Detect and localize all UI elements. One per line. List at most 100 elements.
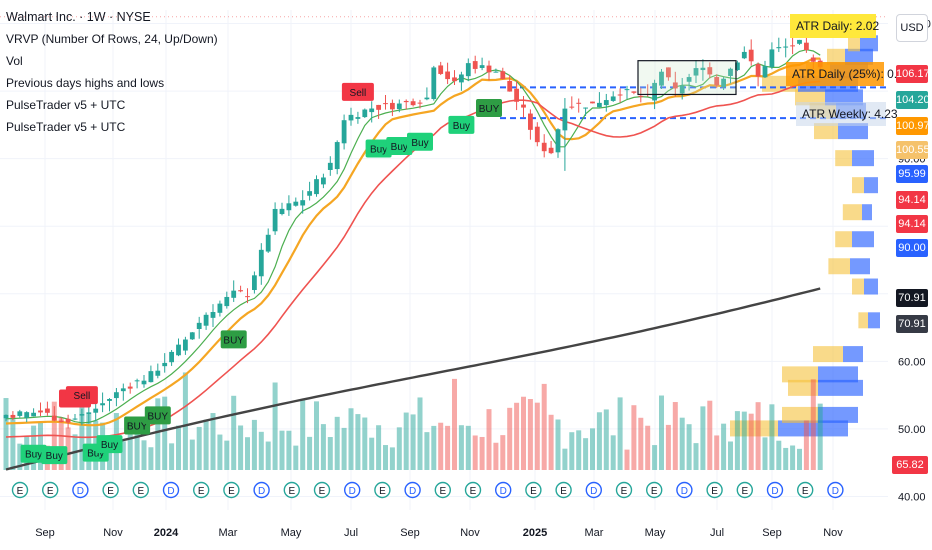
x-tick-label: Mar bbox=[585, 527, 604, 539]
profile-bar-down bbox=[827, 48, 845, 65]
candle-body bbox=[445, 71, 450, 80]
volume-bar bbox=[293, 445, 299, 470]
profile-bar-up bbox=[852, 150, 874, 167]
volume-bar bbox=[279, 430, 285, 470]
volume-bar bbox=[596, 412, 602, 470]
profile-bar-up bbox=[860, 35, 878, 52]
candle-body bbox=[45, 408, 50, 413]
price-tag: 95.99 bbox=[896, 165, 928, 183]
volume-bar bbox=[514, 402, 520, 470]
volume-bar bbox=[679, 417, 685, 470]
profile-bar-down bbox=[835, 231, 852, 248]
consolidation-box bbox=[637, 60, 737, 96]
sma-200-line bbox=[5, 287, 821, 471]
candle-body bbox=[514, 88, 519, 102]
candle-body bbox=[686, 77, 692, 82]
volume-bar bbox=[693, 443, 699, 470]
profile-bar-up bbox=[818, 406, 858, 423]
event-marker-label: E bbox=[741, 486, 748, 497]
candle-body bbox=[741, 51, 747, 59]
candle-body bbox=[307, 191, 312, 196]
volume-bar bbox=[458, 425, 464, 470]
candle-body bbox=[327, 162, 333, 170]
volume-bar bbox=[507, 407, 513, 470]
x-tick-label: Sep bbox=[35, 527, 55, 539]
volume-bar bbox=[238, 425, 244, 470]
legend-pulsetrader-1[interactable]: PulseTrader v5 + UTC bbox=[6, 98, 126, 112]
volume-bar bbox=[362, 417, 368, 470]
volume-bar bbox=[562, 448, 568, 470]
candle-body bbox=[127, 386, 133, 389]
volume-bar bbox=[527, 399, 533, 470]
candle-body bbox=[810, 57, 816, 62]
volume-bar bbox=[320, 424, 326, 470]
profile-bar-down bbox=[828, 258, 850, 275]
volume-bar bbox=[3, 398, 9, 470]
volume-bar bbox=[686, 424, 692, 470]
volume-bar bbox=[410, 414, 416, 470]
legend-vol[interactable]: Vol bbox=[6, 54, 23, 68]
legend-vrvp[interactable]: VRVP (Number Of Rows, 24, Up/Down) bbox=[6, 32, 218, 46]
profile-bar-up bbox=[864, 177, 878, 194]
volume-bar bbox=[403, 412, 409, 470]
volume-bar bbox=[486, 409, 492, 470]
volume-bar bbox=[355, 414, 361, 470]
candle-body bbox=[224, 296, 230, 307]
x-tick-label: May bbox=[645, 527, 666, 539]
candle-body bbox=[769, 49, 775, 68]
candle-body bbox=[721, 78, 726, 88]
profile-bar-up bbox=[818, 379, 863, 396]
volume-bar bbox=[797, 448, 802, 470]
y-tick-label: 40.00 bbox=[898, 491, 926, 503]
candle-body bbox=[583, 107, 588, 109]
event-marker-label: D bbox=[258, 486, 265, 497]
signal-badge bbox=[365, 139, 392, 158]
volume-bar bbox=[203, 419, 209, 470]
volume-bar bbox=[479, 436, 485, 470]
event-marker-label: E bbox=[470, 486, 477, 497]
candle-body bbox=[410, 101, 416, 106]
event-marker bbox=[162, 481, 180, 499]
volume-bar bbox=[300, 399, 306, 470]
profile-bar-up bbox=[845, 48, 873, 65]
candle-body bbox=[155, 370, 161, 376]
candle-body bbox=[362, 109, 368, 118]
candle-body bbox=[700, 67, 706, 71]
candle-body bbox=[321, 177, 326, 185]
y-tick-label: 60.00 bbox=[898, 356, 926, 368]
price-tag: 70.91 bbox=[896, 315, 928, 333]
volume-bar bbox=[217, 434, 223, 470]
x-tick-label: Nov bbox=[823, 527, 843, 539]
legend-pulsetrader-2[interactable]: PulseTrader v5 + UTC bbox=[6, 120, 126, 134]
candle-body bbox=[507, 80, 513, 92]
legend-prev-highs-lows[interactable]: Previous days highs and lows bbox=[6, 76, 165, 90]
event-marker-label: D bbox=[167, 486, 174, 497]
candle-body bbox=[479, 65, 485, 68]
candle-body bbox=[390, 102, 395, 110]
event-marker bbox=[42, 481, 59, 499]
signal-label: Sell bbox=[74, 391, 91, 402]
currency-button[interactable]: USD bbox=[896, 14, 928, 42]
signal-badge bbox=[20, 444, 47, 463]
candle-body bbox=[459, 74, 464, 83]
symbol-title[interactable]: Walmart Inc. · 1W · NYSE bbox=[6, 10, 151, 24]
signal-label: Buy bbox=[411, 138, 428, 149]
event-marker-label: E bbox=[228, 486, 235, 497]
event-marker bbox=[676, 481, 693, 499]
candle-body bbox=[569, 106, 575, 108]
candle-body bbox=[666, 67, 671, 78]
volume-bar bbox=[631, 405, 637, 470]
candle-body bbox=[93, 408, 99, 413]
candle-body bbox=[348, 114, 354, 121]
volume-bar bbox=[314, 401, 319, 470]
candle-body bbox=[603, 100, 609, 106]
price-tag: 94.14 bbox=[896, 215, 928, 233]
candle-body bbox=[576, 102, 582, 104]
x-tick-label: Nov bbox=[460, 527, 480, 539]
event-marker bbox=[253, 481, 270, 499]
volume-profile bbox=[730, 35, 880, 437]
volume-bar bbox=[162, 396, 168, 470]
volume-bar bbox=[783, 447, 789, 470]
